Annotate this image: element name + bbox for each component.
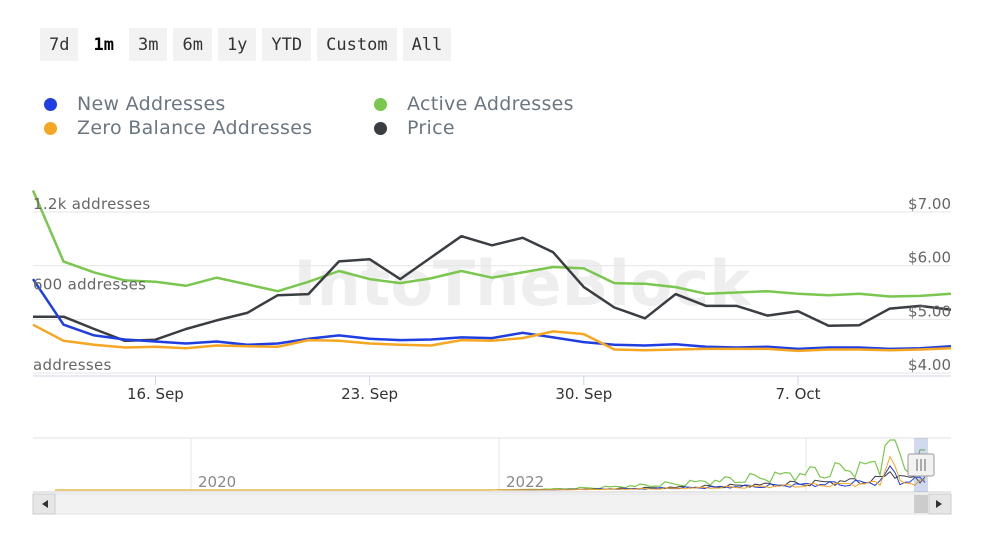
x-tick-label: 30. Sep <box>555 385 612 403</box>
y-left-tick-label: addresses <box>33 356 112 374</box>
range-button-6m[interactable]: 6m <box>173 28 212 61</box>
series-line-zero-balance-addresses <box>32 323 952 353</box>
legend-label: Price <box>407 117 455 139</box>
navigator-series-price <box>55 470 926 491</box>
grid <box>33 211 951 377</box>
y-right-tick-label: $7.00 <box>908 195 951 213</box>
range-button-all[interactable]: All <box>402 28 452 61</box>
navigator-handle[interactable] <box>907 453 935 477</box>
arrow-right-icon <box>936 500 942 508</box>
scrollbar-track[interactable] <box>32 493 952 515</box>
x-tick-label: 23. Sep <box>341 385 398 403</box>
legend-item-price[interactable]: Price <box>374 116 674 140</box>
series-line-price <box>33 234 952 343</box>
range-button-7d[interactable]: 7d <box>40 28 79 61</box>
range-button-custom[interactable]: Custom <box>317 28 397 61</box>
legend-marker-icon <box>44 97 57 111</box>
legend-label: New Addresses <box>77 93 226 115</box>
legend-item-active-addresses[interactable]: Active Addresses <box>374 92 674 116</box>
range-button-1y[interactable]: 1y <box>217 28 257 61</box>
legend-item-zero-balance-addresses[interactable]: Zero Balance Addresses <box>44 116 374 140</box>
y-right-tick-label: $6.00 <box>908 249 951 267</box>
y-left-tick-label: 1.2k addresses <box>33 195 150 213</box>
y-left-tick-label: 600 addresses <box>33 276 146 294</box>
navigator-year-label: 2020 <box>198 473 236 491</box>
y-axis-right: $7.00 $6.00 $5.00 $4.00 <box>908 195 951 374</box>
navigator-year-label: 2022 <box>506 473 544 491</box>
navigator-series-active <box>55 439 926 491</box>
legend-marker-icon <box>44 121 57 135</box>
scroll-left-button[interactable] <box>32 493 56 515</box>
series-layer <box>31 190 952 353</box>
legend-marker-icon <box>374 97 387 111</box>
scrollbar-thumb[interactable] <box>914 495 928 513</box>
x-tick-label: 16. Sep <box>127 385 184 403</box>
range-button-1m[interactable]: 1m <box>84 28 123 61</box>
y-right-tick-label: $5.00 <box>908 302 951 320</box>
legend-label: Zero Balance Addresses <box>77 117 313 139</box>
y-right-tick-label: $4.00 <box>908 356 951 374</box>
legend-marker-icon <box>374 121 387 135</box>
arrow-left-icon <box>42 500 48 508</box>
navigator-selection[interactable] <box>914 438 928 492</box>
series-line-active-addresses <box>31 190 952 298</box>
series-line-new-addresses <box>31 278 952 351</box>
scroll-right-button[interactable] <box>928 493 952 515</box>
watermark: IntoTheBlock <box>293 247 752 320</box>
x-axis: 16. Sep 23. Sep 30. Sep 7. Oct <box>127 376 821 403</box>
legend-item-new-addresses[interactable]: New Addresses <box>44 92 374 116</box>
range-button-3m[interactable]: 3m <box>128 28 168 61</box>
y-axis-left: 1.2k addresses 600 addresses addresses <box>33 195 150 374</box>
range-button-ytd[interactable]: YTD <box>262 28 312 61</box>
range-selector: 7d 1m 3m 6m 1y YTD Custom All <box>40 28 452 61</box>
navigator-series-new <box>55 465 926 491</box>
legend-label: Active Addresses <box>407 93 574 115</box>
legend: New Addresses Active Addresses Zero Balanc… <box>44 92 674 140</box>
x-tick-label: 7. Oct <box>775 385 820 403</box>
navigator: 2020 2022 <box>32 437 952 515</box>
navigator-series-zero <box>55 455 926 491</box>
watermark-text: IntoTheBlock <box>293 247 752 320</box>
